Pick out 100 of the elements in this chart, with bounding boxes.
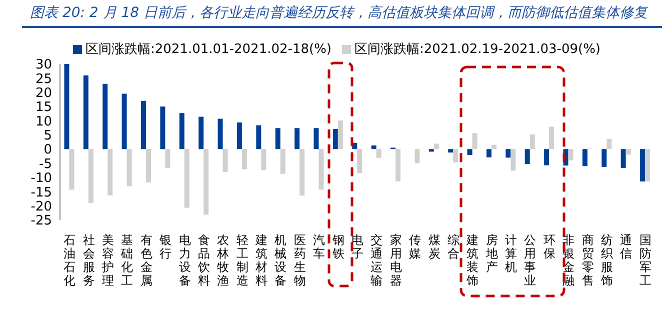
bar	[160, 106, 166, 150]
bar	[396, 149, 401, 182]
x-tick-label: 建筑材料	[254, 233, 268, 288]
bar	[371, 145, 376, 150]
bar	[108, 149, 113, 196]
bar	[184, 149, 190, 208]
bar	[620, 149, 626, 168]
bar	[640, 149, 646, 182]
x-tick-label: 银行	[158, 233, 172, 260]
bar	[434, 144, 439, 150]
bar	[242, 149, 247, 170]
bar	[165, 149, 170, 168]
bar	[64, 64, 70, 150]
bar	[472, 133, 478, 150]
bar	[448, 149, 454, 152]
y-tick-label: -10	[30, 171, 52, 186]
bar	[506, 149, 511, 158]
bar	[530, 134, 535, 150]
bar	[606, 138, 612, 150]
bar	[256, 125, 262, 150]
bar	[218, 118, 223, 150]
y-tick-label: -20	[30, 199, 52, 214]
y-tick-label: 20	[35, 86, 52, 101]
bar	[280, 149, 286, 174]
legend-label: 区间涨跌幅:2021.02.19-2021.03-09(%)	[354, 42, 600, 57]
bar	[357, 149, 362, 174]
x-tick-label: 钢铁	[331, 233, 344, 260]
bar	[428, 149, 434, 152]
x-tick-label: 农林牧渔	[216, 233, 230, 288]
y-tick-label: 25	[35, 72, 52, 87]
x-tick-label: 电子	[352, 233, 364, 260]
bar	[544, 149, 550, 166]
bar	[582, 149, 588, 166]
bar	[300, 149, 305, 196]
x-tick-label: 轻工制造	[236, 233, 248, 288]
bar	[626, 149, 631, 155]
x-tick-label: 基础化工	[120, 233, 134, 288]
x-tick-label: 计算机	[505, 233, 518, 274]
x-tick-label: 商贸零售	[582, 233, 594, 288]
bar	[126, 149, 132, 186]
bar	[83, 75, 88, 150]
bar	[88, 149, 94, 203]
x-tick-label: 公用事业	[524, 233, 536, 288]
bar	[645, 149, 650, 182]
bar	[524, 149, 530, 164]
bar	[376, 149, 382, 158]
bar	[236, 122, 242, 150]
x-tick-label: 纺织服饰	[600, 233, 614, 288]
x-tick-label: 传媒	[409, 233, 422, 260]
bar	[146, 149, 151, 182]
x-tick-label: 电力设备	[178, 233, 191, 288]
y-tick-label: -15	[30, 185, 52, 200]
x-tick-label: 美容护理	[100, 233, 114, 288]
y-tick-label: 10	[35, 114, 52, 130]
x-tick-label: 汽车	[313, 233, 326, 260]
bar	[453, 149, 458, 162]
x-tick-label: 建筑装饰	[466, 233, 479, 288]
bar	[549, 126, 554, 150]
x-tick-label: 交通运输	[370, 233, 383, 288]
bar	[602, 149, 607, 167]
y-tick-label: 5	[44, 128, 52, 144]
bar	[332, 128, 338, 150]
bar	[222, 149, 228, 172]
x-tick-label: 国防军工	[639, 233, 652, 288]
y-tick-label: -25	[30, 214, 52, 229]
y-tick-label: 30	[35, 58, 52, 73]
bar	[261, 149, 266, 170]
x-tick-label: 综合	[447, 233, 460, 260]
bar	[122, 94, 127, 150]
x-tick-label: 机械设备	[274, 233, 287, 288]
y-tick-label: 0	[44, 142, 52, 158]
x-tick-label: 煤炭	[428, 233, 440, 260]
x-tick-label: 医药生物	[294, 233, 306, 288]
y-tick-label: -5	[39, 156, 52, 172]
x-tick-label: 房地产	[484, 233, 498, 274]
legend-label: 区间涨跌幅:2021.01.01-2021.02-18(%)	[86, 42, 332, 57]
bar	[510, 149, 516, 171]
bar	[102, 84, 108, 150]
bar	[318, 149, 324, 190]
bar	[338, 120, 343, 150]
bar	[294, 128, 300, 150]
y-tick-label: 15	[35, 100, 52, 116]
bar	[568, 149, 574, 160]
bar	[198, 116, 204, 150]
chart-title: 图表 20: 2 月 18 日前后，各行业走向普遍经历反转，高估值板块集体回调，而防御低估值集体修复	[30, 4, 648, 22]
bar	[467, 149, 472, 156]
bar	[414, 149, 420, 164]
x-tick-label: 有色金属	[140, 233, 152, 288]
bar	[275, 128, 280, 150]
x-tick-label: 环保	[543, 233, 556, 260]
bar	[204, 149, 209, 215]
bar	[179, 113, 184, 150]
bar	[314, 128, 319, 150]
bar	[69, 149, 74, 190]
x-tick-label: 家用电器	[390, 233, 402, 288]
x-tick-label: 石油石化	[64, 233, 76, 288]
bar	[491, 144, 496, 150]
bar	[486, 149, 492, 158]
x-tick-label: 通信	[620, 233, 632, 260]
bar	[140, 100, 146, 150]
